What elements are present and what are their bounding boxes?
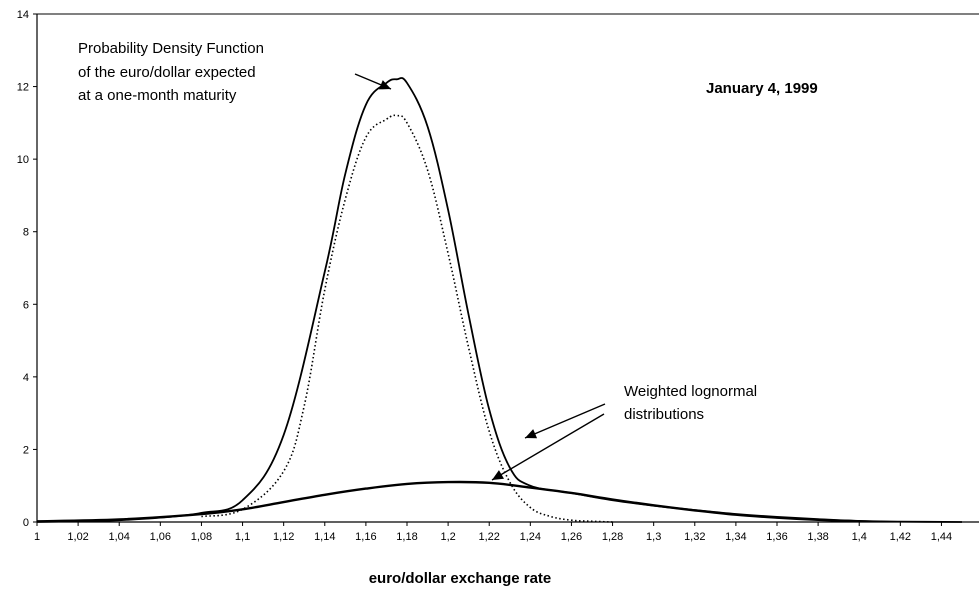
y-tick-label: 6 (23, 299, 29, 311)
x-tick-label: 1,16 (355, 531, 376, 543)
annotations: Probability Density Function of the euro/… (78, 40, 757, 481)
series-line-3 (36, 480, 860, 523)
x-tick-label: 1,44 (931, 531, 952, 543)
y-tick-label: 14 (17, 9, 29, 21)
pdf-annotation-line: of the euro/dollar expected (78, 64, 256, 81)
x-tick-label: 1,4 (852, 531, 867, 543)
x-tick-label: 1,08 (191, 531, 212, 543)
x-tick-label: 1,18 (396, 531, 417, 543)
y-tick-label: 12 (17, 82, 29, 94)
lognormal-arrow-lower (491, 413, 605, 481)
x-tick-label: 1,42 (890, 531, 911, 543)
pdf-arrow (354, 73, 392, 90)
y-tick-label: 2 (23, 444, 29, 456)
lognormal-arrow-upper (524, 403, 606, 439)
x-tick-label: 1,06 (150, 531, 171, 543)
x-tick-label: 1,12 (273, 531, 294, 543)
y-tick-label: 0 (23, 517, 29, 529)
x-tick-label: 1,36 (766, 531, 787, 543)
series-line-1 (36, 77, 963, 523)
axes (36, 13, 979, 523)
x-tick-label: 1,28 (602, 531, 623, 543)
x-tick-label: 1,32 (684, 531, 705, 543)
x-tick-label: 1,3 (646, 531, 661, 543)
x-tick-label: 1,2 (440, 531, 455, 543)
y-tick-label: 8 (23, 227, 29, 239)
pdf-annotation-line: at a one-month maturity (78, 87, 237, 104)
x-tick-label: 1,1 (235, 531, 250, 543)
x-tick-label: 1,26 (561, 531, 582, 543)
x-tick-label: 1 (34, 531, 40, 543)
x-tick-label: 1,04 (109, 531, 130, 543)
x-tick-label: 1,38 (807, 531, 828, 543)
x-tick-label: 1,24 (520, 531, 541, 543)
date-label: January 4, 1999 (706, 80, 818, 97)
y-tick-label: 10 (17, 154, 29, 166)
axis-ticks: 0 2 4 6 8 10 12 14 1 1,02 1,04 1,06 1,08 1,1 1,12 1,14 1… (17, 9, 952, 543)
lognormal-annotation-line: Weighted lognormal (624, 383, 757, 400)
x-tick-label: 1,02 (67, 531, 88, 543)
x-tick-label: 1,14 (314, 531, 335, 543)
series-line-2 (201, 114, 613, 523)
lognormal-annotation-line: distributions (624, 406, 704, 423)
x-tick-label: 1,22 (479, 531, 500, 543)
pdf-annotation-line: Probability Density Function (78, 40, 264, 57)
x-axis-label: euro/dollar exchange rate (369, 570, 552, 587)
series-group (36, 77, 963, 523)
y-tick-label: 4 (23, 372, 29, 384)
x-tick-label: 1,34 (725, 531, 746, 543)
